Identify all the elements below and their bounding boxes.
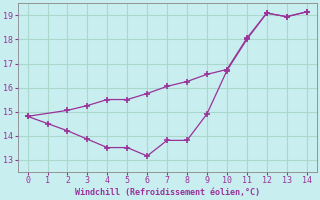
X-axis label: Windchill (Refroidissement éolien,°C): Windchill (Refroidissement éolien,°C)	[75, 188, 260, 197]
